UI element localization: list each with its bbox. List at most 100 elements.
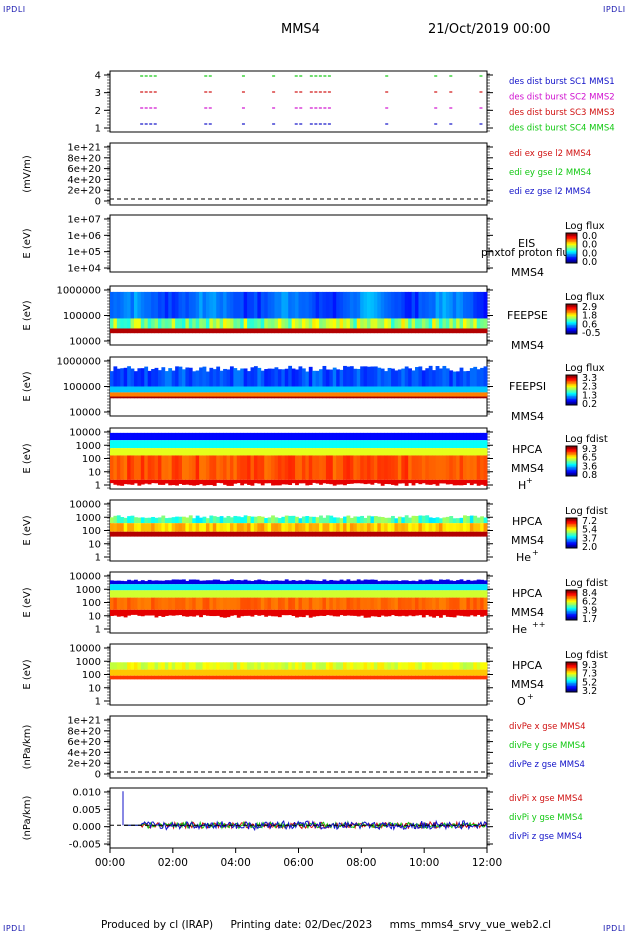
feepse-ytick-label: 100000 bbox=[63, 311, 101, 322]
hpca-h-cell bbox=[192, 440, 197, 449]
hpca-h-cell bbox=[281, 440, 286, 449]
hpca-he-colorbar-frame bbox=[565, 517, 578, 549]
hpca-he2-cell bbox=[147, 579, 152, 585]
hpca-o-cell bbox=[445, 669, 450, 676]
hpca-o-cell bbox=[271, 662, 275, 670]
hpca-he2-cell bbox=[288, 609, 293, 616]
hpca-he2-cell bbox=[202, 597, 207, 610]
feepse-colorbar-frame bbox=[565, 303, 578, 335]
feepse-cell bbox=[449, 291, 454, 325]
feepse-cell bbox=[195, 291, 200, 325]
hpca-h-cell bbox=[284, 479, 289, 485]
hpca-h-cell bbox=[298, 432, 303, 441]
feepse-cell bbox=[209, 291, 214, 325]
hpca-o-cell bbox=[315, 662, 320, 670]
feepsi-cell bbox=[480, 396, 484, 399]
hpca-he2-cell bbox=[421, 584, 426, 591]
hpca-h-cell bbox=[116, 432, 121, 441]
feepse-cell bbox=[192, 291, 197, 325]
hpca-o-cell bbox=[247, 662, 251, 670]
hpca-he-cell bbox=[332, 517, 337, 524]
hpca-o-cell bbox=[209, 662, 214, 670]
hpca-he-cell bbox=[277, 523, 282, 532]
hpca-he2-cell bbox=[240, 597, 245, 610]
feepse-cell bbox=[157, 318, 162, 329]
hpca-he-cell bbox=[367, 515, 371, 524]
hpca-h-cell bbox=[164, 479, 169, 484]
hpca-o-cell bbox=[384, 675, 389, 680]
hpca-he2-colorbar-step bbox=[566, 611, 577, 613]
hpca-h-cell bbox=[233, 440, 238, 449]
hpca-h-cell bbox=[195, 479, 200, 486]
feepsi-cell bbox=[415, 396, 419, 399]
hpca-he-cell bbox=[216, 531, 221, 537]
hpca-h-colorbar-step bbox=[566, 459, 577, 462]
hpca-h-cell bbox=[185, 432, 190, 441]
hpca-he-cell bbox=[377, 531, 382, 537]
hpca-he2-cell bbox=[370, 579, 375, 585]
feepsi-cell bbox=[308, 386, 313, 393]
hpca-o-cell bbox=[308, 662, 313, 670]
hpca-he2-cell bbox=[250, 609, 255, 617]
hpca-he2-cell bbox=[127, 590, 131, 598]
hpca-he2-cell bbox=[260, 609, 265, 616]
hpca-h-cell bbox=[229, 432, 234, 441]
hpca-he2-cell bbox=[250, 581, 255, 585]
hpca-he2-cell bbox=[127, 597, 131, 610]
hpca-o-cell bbox=[202, 662, 207, 670]
hpca-he2-cell bbox=[346, 579, 351, 585]
hpca-he2-cell bbox=[205, 597, 210, 610]
feepsi-cell bbox=[178, 396, 183, 399]
hpca-he-cell bbox=[349, 531, 354, 537]
feepsi-cell bbox=[274, 392, 279, 397]
hpca-h-cell bbox=[394, 432, 399, 441]
eis-colorbar-step bbox=[566, 246, 577, 249]
hpca-o-cell bbox=[367, 662, 371, 670]
feepse-cell bbox=[463, 328, 467, 334]
hpca-he2-cell bbox=[469, 584, 474, 591]
feepse-cell bbox=[298, 318, 303, 329]
feepse-cell bbox=[301, 291, 306, 325]
hpca-h-cell bbox=[363, 440, 368, 449]
feepse-cell bbox=[404, 291, 409, 325]
hpca-h-cell bbox=[240, 448, 245, 456]
hpca-o-cell bbox=[312, 662, 317, 670]
hpca-he2-cell bbox=[216, 584, 221, 591]
feepse-cell bbox=[110, 318, 114, 329]
hpca-he2-cell bbox=[226, 609, 231, 618]
feepse-cell bbox=[476, 328, 481, 334]
hpca-h-cell bbox=[363, 479, 368, 485]
hpca-h-cell bbox=[367, 455, 371, 480]
hpca-he2-cell bbox=[425, 590, 430, 598]
hpca-he-cell bbox=[401, 531, 406, 537]
feepsi-cell bbox=[223, 386, 227, 393]
hpca-he2-cell bbox=[336, 584, 341, 591]
hpca-h-cell bbox=[445, 432, 450, 441]
hpca-he2-cell bbox=[257, 579, 262, 585]
hpca-he-cell bbox=[301, 516, 306, 524]
hpca-h-cell bbox=[274, 432, 279, 441]
feepsi-cell bbox=[147, 396, 152, 399]
hpca-he2-cell bbox=[295, 584, 299, 591]
hpca-he-cell bbox=[432, 517, 436, 524]
hpca-he2-cell bbox=[144, 597, 149, 610]
hpca-he2-cell bbox=[264, 584, 269, 591]
hpca-he2-cell bbox=[175, 609, 179, 616]
hpca-he2-colorbar-step bbox=[566, 591, 577, 594]
feepsi-cell bbox=[247, 392, 251, 397]
hpca-o-cell bbox=[349, 675, 354, 680]
feepsi-cell bbox=[332, 392, 337, 397]
feepsi-cell bbox=[137, 386, 142, 393]
hpca-h-cell bbox=[404, 440, 409, 449]
hpca-o-cell bbox=[380, 662, 385, 670]
hpca-he2-cell bbox=[284, 609, 289, 616]
feepse-cell bbox=[463, 318, 467, 329]
hpca-h-cell bbox=[404, 455, 409, 480]
hpca-he2-cell bbox=[123, 597, 128, 610]
hpca-o-cell bbox=[264, 669, 269, 676]
hpca-h-cell bbox=[469, 432, 474, 441]
hpca-he2-cell bbox=[250, 590, 255, 598]
hpca-h-cell bbox=[336, 448, 341, 456]
hpca-he-instrument: HPCA bbox=[512, 515, 543, 528]
hpca-h-cell bbox=[415, 448, 419, 456]
